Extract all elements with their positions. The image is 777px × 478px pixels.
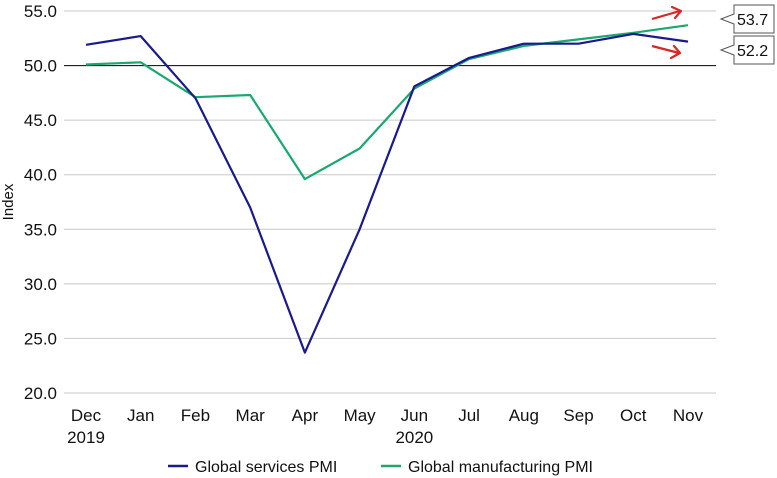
callout-52.2: 52.2	[719, 35, 775, 65]
x-tick-label: Mar	[236, 406, 266, 425]
x-tick-label: Jan	[127, 406, 154, 425]
gridlines	[64, 10, 716, 394]
callout-box	[719, 35, 775, 65]
y-tick-label: 20.0	[24, 384, 57, 403]
y-tick-label: 25.0	[24, 329, 57, 348]
y-tick-label: 50.0	[24, 57, 57, 76]
series-line-manufacturing	[85, 24, 689, 181]
legend-label: Global manufacturing PMI	[408, 459, 593, 476]
x-tick-label: Jun 2020	[395, 406, 433, 447]
y-axis-title: Index	[0, 183, 17, 220]
series-line-services	[85, 32, 689, 354]
y-tick-label: 35.0	[24, 220, 57, 239]
y-tick-label: 45.0	[24, 111, 57, 130]
callout-box	[719, 4, 775, 34]
legend: Global services PMI Global manufacturing …	[168, 459, 593, 476]
x-tick-labels: Dec 2019 Jan Feb Mar Apr May Jun 2020 Jul Aug Sep Oc…	[67, 406, 704, 447]
trend-arrow-icon	[651, 5, 683, 21]
x-tick-label: Dec 2019	[67, 406, 105, 447]
trend-arrow-icon	[651, 44, 682, 60]
series-lines	[85, 24, 689, 354]
x-tick-label: Aug	[509, 406, 539, 425]
callout-53.7: 53.7	[719, 4, 775, 34]
legend-item: Global manufacturing PMI	[381, 459, 593, 476]
y-tick-label: 40.0	[24, 166, 57, 185]
legend-item: Global services PMI	[168, 459, 337, 476]
x-tick-label: May	[344, 406, 377, 425]
callouts: 53.7 52.2	[651, 4, 775, 65]
y-tick-label: 30.0	[24, 275, 57, 294]
y-tick-labels: 20.0 25.0 30.0 35.0 40.0 45.0 50.0 55.0	[24, 2, 57, 403]
legend-label: Global services PMI	[195, 459, 337, 476]
x-tick-label: Nov	[673, 406, 704, 425]
callout-value: 52.2	[737, 43, 768, 60]
x-tick-label: Jul	[458, 406, 480, 425]
x-tick-label: Oct	[620, 406, 647, 425]
x-tick-label: Apr	[292, 406, 319, 425]
y-tick-label: 55.0	[24, 2, 57, 21]
x-tick-label: Sep	[563, 406, 593, 425]
callout-value: 53.7	[737, 12, 768, 29]
x-tick-label: Feb	[181, 406, 210, 425]
